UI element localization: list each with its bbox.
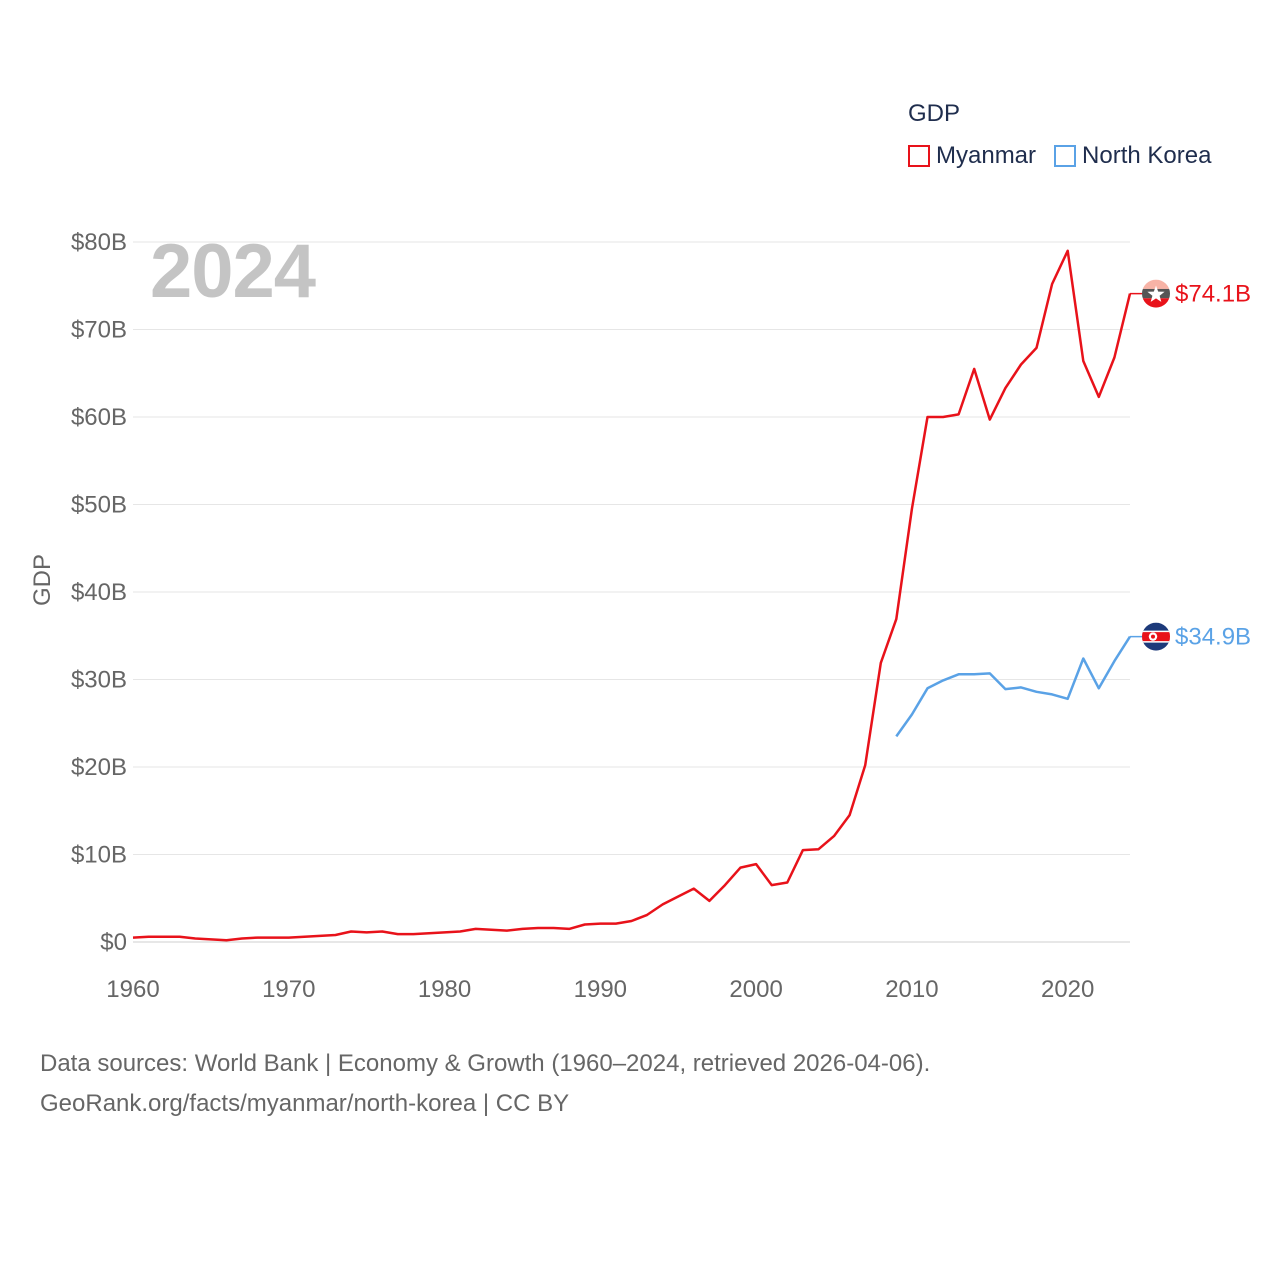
y-tick-label-0: $0 [100, 929, 127, 956]
x-tick-label-2000: 2000 [729, 976, 782, 1003]
legend-title: GDP [908, 100, 961, 127]
y-axis-ticks: $0 $10B $20B $30B $40B $50B $60B $70B $80B [71, 229, 127, 956]
grid-lines [133, 241, 1130, 943]
x-tick-label-1980: 1980 [418, 976, 471, 1003]
legend-label-myanmar: Myanmar [936, 142, 1037, 169]
y-tick-label-80b: $80B [71, 229, 127, 256]
x-tick-label-2010: 2010 [885, 976, 938, 1003]
legend-item-myanmar[interactable]: Myanmar [908, 142, 1036, 170]
legend: Myanmar North Korea [908, 142, 1211, 170]
data-source-note: Data sources: World Bank | Economy & Gro… [40, 1050, 931, 1077]
y-tick-label-40b: $40B [71, 579, 127, 606]
y-tick-label-60b: $60B [71, 404, 127, 431]
end-markers: $74.1B $34.9B [1130, 279, 1251, 651]
y-tick-label-20b: $20B [71, 754, 127, 781]
year-label: 2024 [150, 229, 316, 314]
y-axis-title: GDP [29, 554, 56, 606]
series-line-north-korea[interactable] [895, 635, 1132, 738]
legend-swatch-myanmar [908, 145, 930, 167]
x-axis-ticks: 1960 1970 1980 1990 2000 2010 2020 [106, 976, 1094, 1003]
footer: Data sources: World Bank | Economy & Gro… [40, 1044, 930, 1124]
x-tick-label-1960: 1960 [106, 976, 159, 1003]
y-tick-label-30b: $30B [71, 667, 127, 694]
y-tick-label-50b: $50B [71, 492, 127, 519]
y-tick-label-70b: $70B [71, 317, 127, 344]
x-tick-label-2020: 2020 [1041, 976, 1094, 1003]
x-tick-label-1970: 1970 [262, 976, 315, 1003]
end-value-label-myanmar: $74.1B [1175, 281, 1251, 308]
myanmar-flag-icon [1142, 279, 1170, 308]
y-tick-label-10b: $10B [71, 842, 127, 869]
legend-item-north-korea[interactable]: North Korea [1054, 142, 1211, 170]
source-link[interactable]: GeoRank.org/facts/myanmar/north-korea | … [40, 1090, 570, 1117]
end-value-label-north-korea: $34.9B [1175, 624, 1251, 651]
north-korea-flag-icon [1142, 622, 1170, 651]
legend-label-north-korea: North Korea [1082, 142, 1212, 169]
legend-swatch-north-korea [1054, 145, 1077, 167]
series-lines [132, 249, 1132, 942]
series-line-myanmar[interactable] [132, 249, 1132, 942]
x-tick-label-1990: 1990 [574, 976, 627, 1003]
